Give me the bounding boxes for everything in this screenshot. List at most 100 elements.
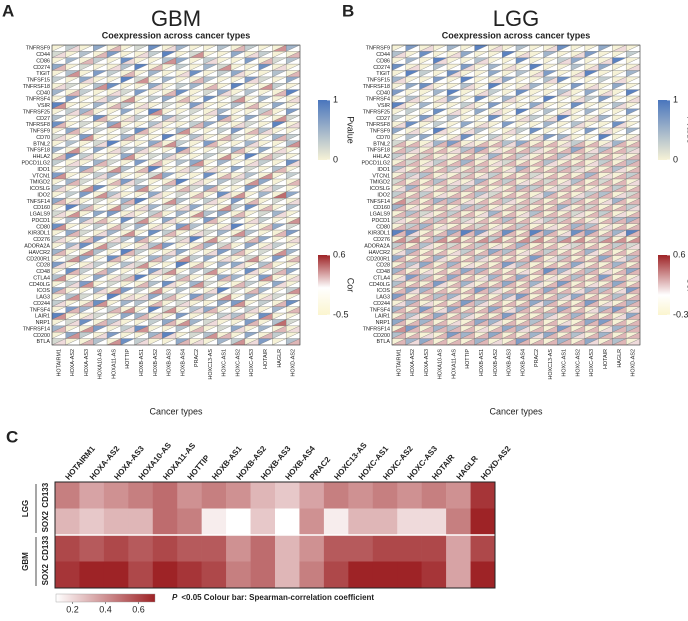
row-label: CD200	[373, 333, 390, 339]
column-label: HOXB-AS3	[167, 349, 173, 376]
heat-cell	[201, 561, 227, 589]
row-label: CTLA4	[373, 275, 390, 281]
row-label: PDCD1LG2	[362, 161, 390, 167]
heat-cell	[323, 482, 349, 509]
row-label: CD48	[376, 269, 390, 275]
row-label: TMIGD2	[370, 180, 390, 186]
row-label: HAVCR2	[369, 250, 390, 256]
panel-title: LGG	[493, 6, 539, 31]
row-label: TNFRSF8	[26, 122, 50, 128]
heat-cell	[446, 561, 471, 589]
column-label: HAGLR	[617, 349, 623, 368]
heat-cell	[152, 508, 178, 536]
heat-cell	[103, 561, 129, 589]
heat-cell	[128, 535, 154, 562]
column-label: HOXB-AS4	[180, 349, 186, 376]
row-label: CD160	[33, 205, 50, 211]
column-label: HOXA-AS3	[84, 349, 90, 376]
row-label: BTLA	[37, 339, 51, 345]
heat-cell	[446, 482, 471, 509]
heat-cell	[348, 508, 374, 536]
row-label: BTLA	[377, 339, 391, 345]
heat-cell	[470, 508, 496, 536]
heat-cell	[421, 561, 447, 589]
colorbar-tick-label: 0.6	[132, 604, 145, 614]
heat-cell	[397, 482, 422, 509]
row-label: BTNL2	[33, 141, 50, 147]
row-label: ICOSLG	[30, 186, 50, 192]
column-label: HOXD-AS2	[631, 349, 637, 377]
legend-title: Pvalue	[686, 116, 688, 144]
row-label: TNFSF18	[27, 148, 50, 154]
row-label: TNFRSF9	[366, 46, 390, 52]
row-label: TNFRSF18	[23, 84, 50, 90]
row-label: TNFRSF9	[26, 46, 50, 52]
group-label: GBM	[21, 552, 30, 571]
row-label: ADORA2A	[364, 243, 390, 249]
row-label: TNFRSF4	[26, 97, 50, 103]
legend-tick-label: -0.3	[673, 309, 688, 319]
row-label: CD40LG	[369, 282, 390, 288]
column-label: PRAC2	[194, 349, 200, 367]
row-label: CD244	[373, 301, 390, 307]
panel-label: C	[6, 427, 18, 446]
heat-cell	[55, 508, 80, 536]
column-label: HOTAIR	[603, 349, 609, 369]
row-label: CD80	[376, 224, 390, 230]
row-label: VTCN1	[372, 173, 390, 179]
heat-cell	[397, 561, 422, 589]
grid-border	[391, 44, 641, 346]
heat-cell	[372, 561, 398, 589]
row-label: NRP1	[376, 320, 390, 326]
heat-cell	[177, 535, 202, 562]
heat-cell	[226, 561, 251, 589]
row-label: CD40LG	[29, 282, 50, 288]
column-label: HOXA-AS2	[70, 349, 76, 376]
row-label: CD27	[376, 116, 390, 122]
legend-tick-label: 0	[333, 154, 338, 164]
group-label: LGG	[21, 500, 30, 517]
row-label: HHLA2	[33, 154, 50, 160]
row-label: VTCN1	[32, 173, 50, 179]
row-label: TIGIT	[36, 71, 50, 77]
row-label: TIGIT	[376, 71, 390, 77]
heat-cell	[226, 482, 251, 509]
legend-tick-label: 0.6	[673, 249, 686, 259]
column-label: HOTTIP	[465, 349, 471, 369]
pvalue-legend-bar	[658, 100, 670, 160]
cor-legend-bar	[318, 255, 330, 315]
column-label: HOXC-AS1	[222, 349, 228, 377]
row-label: TNFSF9	[370, 129, 390, 135]
heat-cell	[177, 561, 202, 589]
row-label: TNFRSF14	[23, 326, 50, 332]
heat-cell	[397, 508, 422, 536]
column-label: HOTAIRM1	[56, 349, 62, 376]
row-label: TNFSF4	[30, 307, 50, 313]
row-label: LAG3	[376, 295, 390, 301]
column-label: HOXA10-AS	[98, 349, 104, 380]
heat-cell	[348, 561, 374, 589]
row-label: TNFRSF25	[23, 109, 50, 115]
row-label: TNFSF9	[30, 129, 50, 135]
heat-cell	[323, 561, 349, 589]
heat-cell	[250, 482, 276, 509]
heat-cell	[226, 535, 251, 562]
heat-cell	[446, 535, 471, 562]
heat-cell	[103, 508, 129, 536]
column-label: HOXC-AS2	[235, 349, 241, 377]
heat-cell	[103, 482, 129, 509]
column-label: HOTAIRM1	[396, 349, 402, 376]
column-label: HOXA-AS2	[410, 349, 416, 376]
row-label: CD133	[41, 535, 50, 560]
row-label: SOX2	[41, 511, 50, 533]
column-label: HAGLR	[277, 349, 283, 368]
x-axis-label: Cancer types	[149, 406, 203, 416]
row-label: CD86	[36, 58, 50, 64]
heat-cell	[177, 508, 202, 536]
row-label: CD40	[376, 90, 390, 96]
footnote-italic: P	[172, 593, 178, 602]
row-label: PDCD1	[32, 218, 50, 224]
heat-cell	[421, 535, 447, 562]
column-label: HOXB-AS2	[153, 349, 159, 376]
row-label: CD28	[36, 263, 50, 269]
